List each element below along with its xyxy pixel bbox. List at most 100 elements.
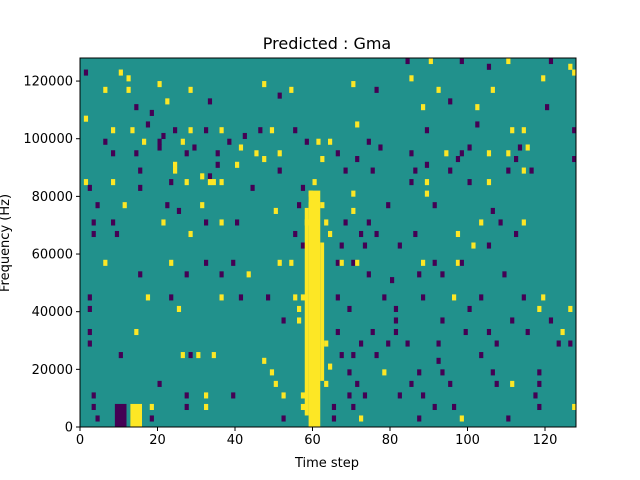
heatmap-cell [149, 109, 154, 116]
heatmap-cell [134, 328, 139, 336]
heatmap-cell [250, 184, 255, 191]
plot-area [79, 57, 577, 428]
heatmap-cell [328, 363, 333, 370]
heatmap-cell [335, 294, 340, 301]
heatmap-cell [83, 69, 89, 76]
heatmap-cell [444, 150, 449, 157]
heatmap-cell [207, 173, 213, 180]
heatmap-cell [339, 352, 344, 359]
y-tick-label: 100000 [23, 132, 73, 147]
heatmap-cell [510, 317, 515, 324]
heatmap-cell [390, 277, 395, 284]
heatmap-cell [91, 392, 96, 399]
heatmap-cell [300, 403, 306, 411]
heatmap-cell [572, 156, 577, 163]
heatmap-cell [122, 202, 127, 209]
heatmap-cell [184, 271, 189, 278]
heatmap-cell [521, 294, 526, 301]
heatmap-cell [370, 328, 375, 336]
heatmap-cell [273, 380, 278, 387]
heatmap-cell [421, 392, 426, 399]
heatmap-cell [490, 369, 495, 376]
heatmap-cell [87, 340, 92, 347]
heatmap-cell [184, 392, 189, 399]
heatmap-cell [331, 415, 337, 422]
heatmap-cell [320, 202, 325, 209]
heatmap-cell [111, 179, 116, 186]
heatmap-cell [219, 127, 224, 134]
heatmap-cell [328, 230, 333, 238]
heatmap-cell [173, 127, 178, 134]
heatmap-cell [486, 179, 492, 186]
heatmap-cell [258, 127, 263, 134]
heatmap-cell [436, 86, 441, 93]
heatmap-cell [103, 138, 108, 145]
heatmap-cell [397, 392, 402, 399]
heatmap-cell [142, 138, 147, 145]
heatmap-cell [525, 328, 530, 336]
heatmap-cell [537, 369, 542, 376]
heatmap-cell [231, 259, 236, 266]
heatmap-cell [521, 127, 526, 134]
heatmap-cell [556, 340, 561, 347]
heatmap-cell [204, 219, 209, 226]
heatmap-cell [192, 144, 197, 151]
heatmap-cell [421, 294, 426, 301]
y-tick-label: 120000 [23, 75, 73, 90]
heatmap-cell [436, 357, 441, 364]
heatmap-cell [262, 357, 267, 364]
heatmap-cell [95, 202, 100, 209]
heatmap-cell [215, 150, 220, 157]
heatmap-cell [204, 392, 209, 399]
heatmap-cell [359, 230, 364, 238]
heatmap-cell [467, 305, 472, 312]
heatmap-cell [432, 259, 437, 266]
heatmap-cell [467, 179, 472, 186]
heatmap-cell [494, 380, 499, 387]
heatmap-cell [355, 380, 360, 387]
heatmap-cell [568, 305, 573, 312]
heatmap-cell [83, 179, 89, 186]
heatmap-cell [459, 259, 464, 266]
heatmap-cell [335, 150, 340, 157]
heatmap-cell [114, 230, 120, 238]
heatmap-cell [514, 156, 519, 163]
heatmap-cell [409, 179, 414, 186]
heatmap-cell [475, 121, 480, 128]
heatmap-cell [87, 184, 92, 191]
heatmap-cell [409, 380, 414, 387]
heatmap-cell [145, 294, 151, 301]
heatmap-cell [506, 150, 511, 157]
heatmap-cell [537, 305, 542, 312]
heatmap-cell [506, 415, 511, 422]
heatmap-cell [262, 81, 267, 88]
heatmap-cell [374, 86, 379, 93]
heatmap-cell [347, 369, 352, 376]
heatmap-cell [138, 271, 143, 278]
heatmap-cell [498, 219, 503, 226]
heatmap-cell [452, 403, 457, 411]
heatmap-cell [448, 380, 453, 387]
heatmap-cell [343, 219, 348, 226]
heatmap-cell [537, 403, 542, 411]
heatmap-cell [219, 219, 224, 226]
x-tick-label: 100 [455, 433, 480, 448]
heatmap-cell [157, 144, 162, 151]
heatmap-cell [541, 75, 546, 82]
heatmap-cell [297, 317, 302, 324]
heatmap-cell [138, 184, 143, 191]
heatmap-cell [359, 340, 364, 347]
x-axis-label: Time step [294, 456, 359, 471]
heatmap-cell [328, 138, 333, 145]
heatmap-cell [231, 392, 236, 399]
heatmap-cell [200, 202, 205, 209]
heatmap-cell [161, 132, 166, 140]
heatmap-cell [521, 167, 526, 174]
heatmap-cell [293, 230, 298, 238]
heatmap-cell [335, 328, 340, 336]
heatmap-cell [417, 271, 422, 278]
heatmap-cell [188, 352, 193, 359]
heatmap-cell [324, 380, 329, 387]
heatmap-cell [455, 259, 461, 266]
